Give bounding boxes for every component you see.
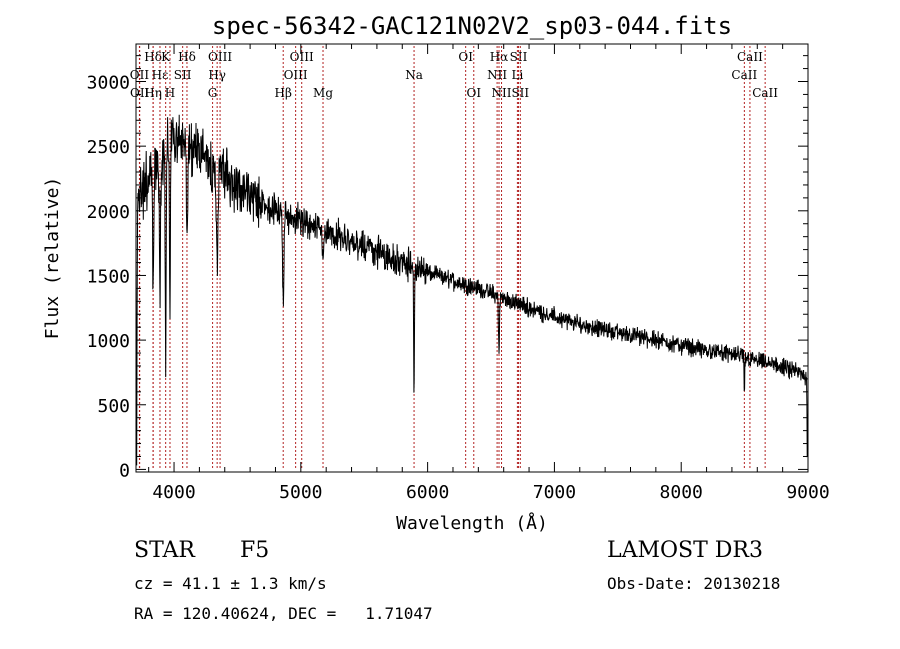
line-marker-label: Li [511,68,523,82]
line-marker-label: H [165,86,175,100]
x-tick-label: 8000 [660,482,703,503]
line-marker-label: Hδ [144,50,162,64]
line-marker-label: Hβ [275,86,292,100]
line-marker-label: CaII [752,86,778,100]
plot-frame [135,43,809,473]
line-marker-label: CaII [737,50,763,64]
spectrum-line [135,114,809,466]
line-marker-label: NII [492,86,512,100]
line-marker-label: Hη [144,86,162,100]
y-tick-label: 1500 [87,266,130,287]
line-marker-label: OIII [208,50,232,64]
line-marker-label: Hγ [208,68,226,82]
survey-name: LAMOST DR3 [607,538,763,563]
line-marker-label: SII [511,86,529,100]
y-tick-label: 2000 [87,202,130,223]
line-marker-label: K [161,50,171,64]
x-tick-label: 4000 [152,482,195,503]
line-marker-label: SII [174,68,192,82]
x-axis-label: Wavelength (Å) [396,512,548,534]
y-tick-label: 3000 [87,72,130,93]
x-tick-label: 7000 [533,482,576,503]
line-marker-label: G [208,86,218,100]
axis-ticks: 4000 5000 6000 7000 8000 9000 0 500 1000 1500 2000… [87,44,830,503]
y-tick-label: 500 [97,396,130,417]
line-marker-label: Hα [490,50,509,64]
x-tick-label: 6000 [406,482,449,503]
y-tick-label: 1000 [87,331,130,352]
line-marker-label: NII [487,68,507,82]
line-marker-label: Mg [313,86,333,100]
line-marker-label: OIII [284,68,308,82]
x-tick-label: 9000 [786,482,829,503]
object-subclass: F5 [240,538,270,563]
line-marker-label: SII [510,50,528,64]
obs-date: Obs-Date: 20130218 [607,574,781,593]
line-marker-label: CaII [731,68,757,82]
coordinates: RA = 120.40624, DEC = 1.71047 [134,604,433,623]
line-marker-label: OII [130,86,150,100]
y-axis-label: Flux (relative) [42,177,63,340]
x-tick-label: 5000 [279,482,322,503]
object-type: STAR [134,538,195,563]
line-marker-label: OI [458,50,473,64]
chart-title: spec-56342-GAC121N02V2_sp03-044.fits [212,12,732,40]
line-marker-label: Hε [152,68,169,82]
y-tick-label: 2500 [87,137,130,158]
y-tick-label: 0 [119,460,130,481]
line-marker-label: OIII [290,50,314,64]
line-marker-label: Na [405,68,423,82]
redshift-text: cz = 41.1 ± 1.3 km/s [134,574,327,593]
line-marker-label: Hδ [178,50,196,64]
line-marker-label: OI [466,86,481,100]
